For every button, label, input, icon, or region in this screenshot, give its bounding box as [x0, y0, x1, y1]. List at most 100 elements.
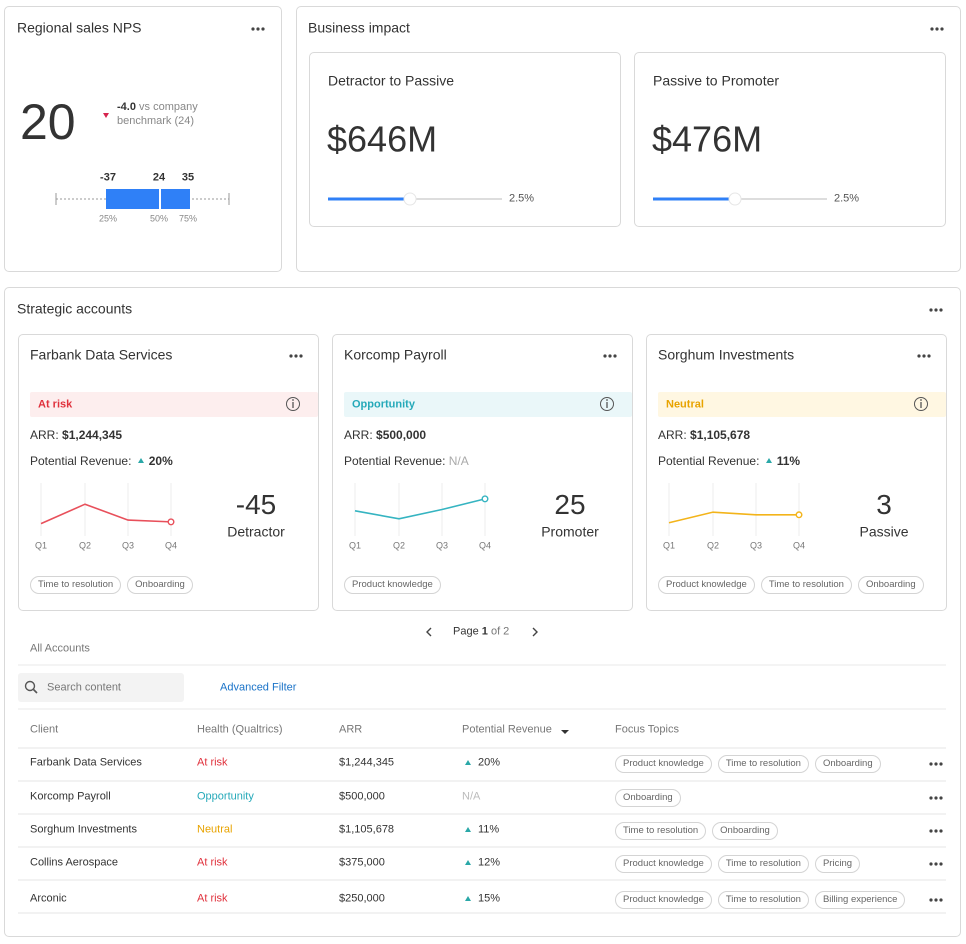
health: At risk — [197, 892, 228, 905]
arr-value: $1,105,678 — [690, 427, 751, 442]
advanced-filter[interactable]: Advanced Filter — [220, 681, 297, 694]
topic-chip-list: Product knowledge Time to resolution Onboa… — [615, 755, 881, 773]
potential-line: Potential Revenue: 20% — [30, 454, 173, 468]
status-label: Neutral — [666, 398, 704, 411]
topic-chip: Time to resolution — [717, 855, 809, 873]
arr: $1,105,678 — [339, 823, 395, 836]
nps-category: Promoter — [541, 523, 599, 540]
box-label: -37 — [100, 171, 116, 184]
arr-line: ARR: $1,105,678 — [658, 428, 750, 442]
arr-line: ARR: $500,000 — [344, 428, 426, 442]
search-placeholder[interactable]: Search content — [47, 681, 121, 694]
account-card — [18, 334, 319, 611]
nps-category: Detractor — [227, 523, 285, 540]
potential-value: N/A — [448, 453, 469, 468]
quarter-label: Q1 — [662, 540, 676, 551]
account-card — [646, 334, 947, 611]
subcard-title: Passive to Promoter — [653, 72, 780, 89]
topic-chip-list: Time to resolution Onboarding — [30, 576, 193, 594]
health: At risk — [197, 756, 228, 769]
card-title: Regional sales NPS — [17, 19, 142, 36]
health: At risk — [197, 856, 228, 869]
topic-chip-list: Time to resolution Onboarding — [615, 822, 778, 840]
potential-value: 11% — [776, 453, 801, 468]
potential-line: Potential Revenue: N/A — [344, 454, 469, 468]
potential: 12% — [478, 856, 501, 869]
health: Neutral — [197, 823, 233, 836]
account-card — [332, 334, 633, 611]
topic-chip: Product knowledge — [615, 755, 712, 773]
nps-score: 25 — [554, 489, 586, 521]
pager-total: of 2 — [490, 625, 510, 638]
potential: 11% — [478, 823, 500, 836]
topic-chip-list: Product knowledge Time to resolution Prici… — [615, 855, 861, 873]
slider-value: 2.5% — [834, 192, 860, 205]
arr-label: ARR: — [30, 427, 59, 442]
arr: $1,244,345 — [339, 756, 395, 769]
potential: 15% — [478, 892, 501, 905]
account-name: Sorghum Investments — [658, 346, 795, 363]
topic-chip: Time to resolution — [717, 755, 809, 773]
client-name[interactable]: Farbank Data Services — [30, 756, 142, 769]
nps-score: -45 — [235, 489, 277, 521]
pager-current: 1 — [481, 625, 488, 638]
topic-chip: Onboarding — [814, 755, 881, 773]
quarter-label: Q4 — [164, 540, 178, 551]
topic-chip-list: Product knowledge Time to resolution Billi… — [615, 891, 906, 909]
status-label: Opportunity — [352, 398, 415, 411]
health: Opportunity — [197, 790, 254, 803]
pager: Page 1 of 2 — [453, 625, 509, 638]
topic-chip: Time to resolution — [717, 891, 809, 909]
quarter-label: Q4 — [478, 540, 492, 551]
slider-value: 2.5% — [509, 192, 535, 205]
topic-chip-list: Product knowledge — [344, 576, 441, 594]
potential-label: Potential Revenue: — [30, 453, 132, 468]
account-name: Farbank Data Services — [30, 346, 173, 363]
box-label: 24 — [152, 171, 166, 184]
card-title: Business impact — [308, 19, 410, 36]
arr: $500,000 — [339, 790, 385, 803]
quarter-label: Q1 — [34, 540, 48, 551]
delta-note: vs company benchmark (24) — [117, 101, 198, 127]
quarter-label: Q4 — [792, 540, 806, 551]
arr-line: ARR: $1,244,345 — [30, 428, 122, 442]
client-name[interactable]: Sorghum Investments — [30, 823, 137, 836]
arr-value: $1,244,345 — [62, 427, 123, 442]
column-header: ARR — [339, 723, 363, 736]
client-name[interactable]: Collins Aerospace — [30, 856, 119, 869]
topic-chip: Product knowledge — [658, 576, 755, 594]
quarter-label: Q2 — [392, 540, 406, 551]
nps-score: 3 — [876, 489, 892, 521]
potential: 20% — [478, 756, 501, 769]
column-header: Focus Topics — [615, 723, 679, 736]
status-bar — [344, 392, 632, 417]
potential-label: Potential Revenue: — [344, 453, 446, 468]
delta-value: -4.0 — [117, 101, 136, 113]
topic-chip: Onboarding — [127, 576, 193, 594]
table-label: All Accounts — [30, 642, 90, 655]
arr-label: ARR: — [658, 427, 687, 442]
percentile-label: 25% — [98, 213, 118, 224]
nps-card — [4, 6, 282, 272]
search-box — [18, 673, 184, 702]
topic-chip-list: Product knowledge Time to resolution Onboa… — [658, 576, 924, 594]
impact-value: $476M — [652, 118, 763, 160]
client-name[interactable]: Korcomp Payroll — [30, 790, 111, 803]
topic-chip: Onboarding — [857, 576, 924, 594]
status-bar — [658, 392, 946, 417]
quarter-label: Q3 — [749, 540, 763, 551]
topic-chip-list: Onboarding — [615, 789, 681, 807]
box-label: 35 — [181, 171, 195, 184]
topic-chip: Product knowledge — [344, 576, 441, 594]
quarter-label: Q3 — [435, 540, 449, 551]
topic-chip: Product knowledge — [615, 891, 712, 909]
account-name: Korcomp Payroll — [344, 346, 447, 363]
nps-delta: -4.0 vs company benchmark (24) — [117, 100, 213, 128]
subcard-title: Detractor to Passive — [328, 72, 455, 89]
column-header[interactable]: Potential Revenue — [462, 723, 552, 736]
topic-chip: Onboarding — [712, 822, 778, 840]
pager-label: Page — [453, 625, 479, 638]
topic-chip: Time to resolution — [30, 576, 122, 594]
client-name[interactable]: Arconic — [30, 892, 67, 905]
